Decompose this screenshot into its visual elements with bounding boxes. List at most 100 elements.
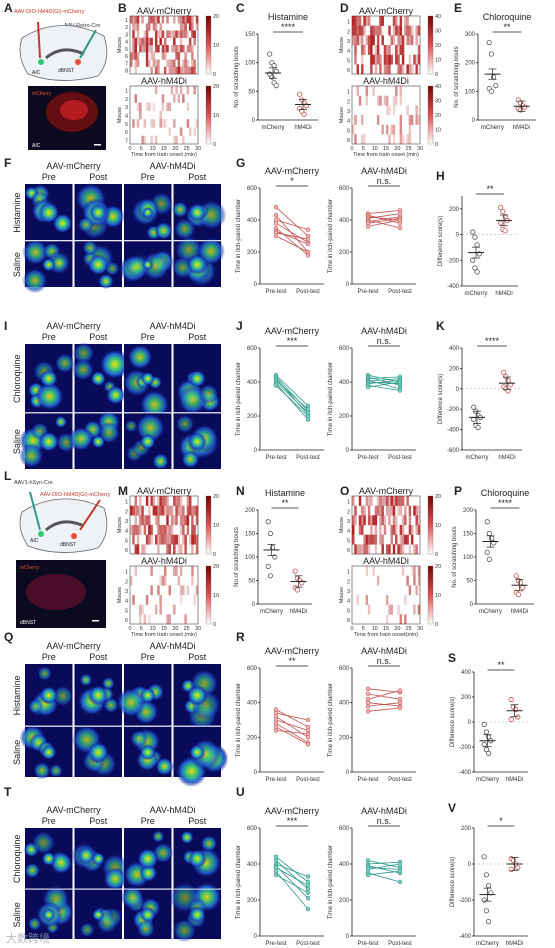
data-point: [273, 221, 279, 226]
heatmap-cell: [182, 534, 185, 545]
thermal-hotspot: [175, 414, 195, 434]
heatmap-title: AAV-mCherry: [137, 486, 192, 496]
heatmap-cell: [154, 16, 158, 24]
heatmap-cell: [395, 54, 398, 65]
heatmap-cell: [139, 45, 142, 53]
thermal-hotspot: [188, 369, 206, 388]
chart-title: AAV-hM4Di: [361, 806, 407, 816]
heatmap-cell: [170, 30, 174, 38]
heatmap-title: AAV-hM4Di: [141, 76, 187, 86]
heatmap-cell: [386, 544, 389, 555]
label-U: U: [236, 785, 245, 799]
heatmap-cell: [143, 30, 147, 38]
heatmap-cell: [381, 16, 384, 26]
data-point: [470, 257, 476, 263]
heatmap-cell: [130, 52, 133, 60]
watermark: 大数跨境: [6, 931, 50, 945]
thermal-row-label: Chloroquine: [12, 835, 22, 884]
data-point: [481, 854, 487, 860]
colorbar-tick: 0: [213, 552, 216, 558]
thermal-group-label: AAV-hM4Di: [150, 641, 196, 651]
colorbar: [427, 85, 434, 145]
heatmap-cell: [381, 496, 384, 506]
heatmap-cell: [379, 95, 382, 106]
chart-title: AAV-hM4Di: [361, 646, 407, 656]
heatmap-cell: [136, 534, 140, 545]
heatmap-cell: [367, 604, 371, 615]
chart-U2: 0 200 400 600 Time in itch-paired chamber AAV…: [328, 806, 416, 947]
data-point: [269, 74, 275, 80]
y-tick-label: 400: [339, 701, 350, 707]
paired-line: [367, 702, 401, 707]
heatmap-cell: [376, 115, 380, 125]
heatmap-cell: [161, 534, 165, 545]
heatmap-cell: [186, 59, 190, 67]
heatmap-cell: [386, 614, 389, 625]
heatmap-cell: [186, 515, 190, 526]
heatmap-cell: [182, 66, 185, 75]
label-J: J: [236, 319, 243, 333]
y-tick-label: 50: [466, 579, 473, 585]
paired-line: [367, 376, 401, 379]
label-S: S: [448, 651, 456, 665]
heatmap-cell: [386, 105, 389, 116]
heatmap-cell: [182, 135, 185, 145]
heatmap-cell: [191, 66, 194, 75]
thermal-hotspot: [79, 922, 95, 938]
heatmap-cell: [356, 16, 359, 26]
heatmap-cell: [168, 59, 171, 67]
heatmap-cell: [130, 59, 133, 67]
heatmap-cell: [390, 496, 393, 506]
heatmap-cell: [397, 64, 400, 75]
heatmap-cell: [367, 35, 371, 46]
heatmap-cell: [363, 515, 366, 526]
colorbar: [427, 495, 434, 555]
heatmap-cell: [361, 505, 364, 516]
heatmap-cell: [365, 16, 369, 26]
data-point: [397, 217, 403, 223]
data-point: [483, 746, 489, 753]
heatmap-cell: [157, 496, 160, 506]
x-tick-label: Pre-test: [265, 777, 286, 783]
heatmap-cell: [354, 45, 357, 55]
heatmap-cell: [415, 35, 418, 46]
heatmap-cell: [150, 525, 153, 535]
y-tick-label: 0: [468, 862, 472, 868]
thermal-hotspot: [188, 203, 207, 222]
heatmap-cell: [367, 45, 371, 55]
heatmap-cell: [367, 544, 371, 555]
data-point: [297, 91, 303, 97]
heatmap-cell: [139, 614, 142, 625]
significance-label: **: [497, 660, 505, 670]
significance-label: **: [288, 656, 296, 666]
heatmap-xtick: 30: [195, 626, 201, 632]
heatmap-cell: [376, 575, 380, 586]
heatmap-cell: [193, 59, 196, 67]
data-point: [305, 731, 311, 737]
data-point: [365, 867, 371, 872]
heatmap-cell: [383, 496, 387, 506]
heatmap-cell: [352, 124, 355, 135]
heatmap-cell: [365, 86, 369, 96]
data-point: [365, 709, 371, 714]
heatmap-cell: [392, 16, 396, 26]
chart-title: Chloroquine: [483, 12, 532, 22]
heatmap-xtick: 20: [394, 626, 400, 632]
chart-J1: 0 200 400 600 Time in itch-paired chamber AAV…: [236, 326, 324, 461]
heatmap-cell: [148, 534, 151, 545]
heatmap-cell: [374, 45, 378, 55]
thermal-col-label: Pre: [141, 652, 155, 662]
y-tick-label: 0: [468, 720, 472, 726]
heatmap-cell: [139, 496, 142, 506]
heatmap-xtick: 5: [362, 146, 365, 152]
data-point: [365, 384, 371, 390]
heatmap-ytick: 1: [125, 570, 128, 576]
heatmap-xtick: 30: [417, 146, 423, 152]
heatmap-cell: [361, 35, 364, 46]
y-tick-label: 150: [463, 532, 474, 538]
thermal-hotspot: [92, 908, 105, 921]
y-tick-label: 600: [247, 346, 258, 352]
heatmap-cell: [175, 496, 178, 506]
heatmap-cell: [173, 496, 176, 506]
heatmap-cell: [157, 534, 160, 545]
